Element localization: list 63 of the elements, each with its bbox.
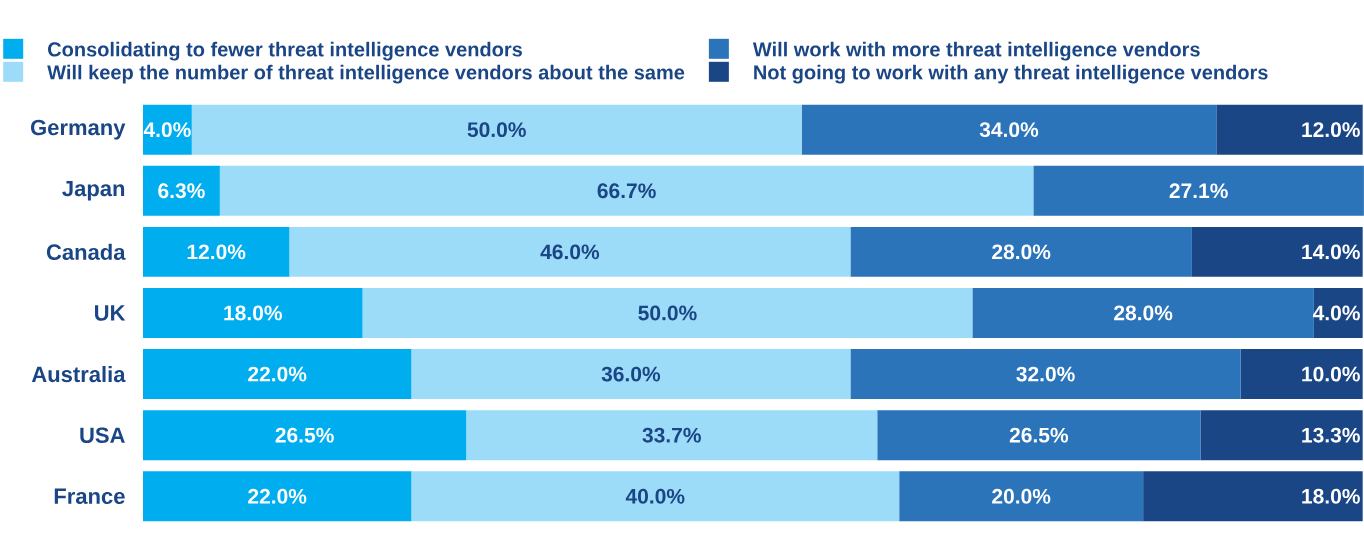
- data-label: 27.1%: [1169, 183, 1228, 199]
- y-tick-label: France: [54, 488, 125, 504]
- bar: [362, 288, 973, 338]
- bar: [143, 288, 363, 338]
- data-label: 66.7%: [597, 183, 656, 199]
- data-label: 33.7%: [642, 427, 701, 443]
- y-tick-label: Canada: [46, 243, 126, 260]
- data-label: 4.0%: [1312, 305, 1360, 321]
- data-label: 13.3%: [1302, 427, 1360, 443]
- y-tick-label: UK: [95, 305, 126, 321]
- bar: [801, 104, 1217, 155]
- bar: [1191, 226, 1363, 277]
- y-tick-label: Japan: [62, 180, 125, 201]
- bar: [143, 410, 467, 461]
- data-label: 36.0%: [601, 366, 661, 382]
- bar: [143, 226, 290, 277]
- data-label: 18.0%: [1302, 488, 1360, 504]
- data-label: 32.0%: [1016, 366, 1075, 382]
- data-label: 26.5%: [275, 427, 334, 443]
- bar: [1033, 165, 1364, 216]
- bar: [1143, 471, 1363, 522]
- legend-label: Consolidating to fewer threat intelligence vendors: [48, 41, 522, 61]
- data-label: 22.0%: [248, 488, 307, 504]
- data-label: 18.0%: [224, 305, 282, 321]
- data-label: 26.5%: [1009, 427, 1069, 443]
- bar: [850, 349, 1241, 400]
- bar: [143, 349, 412, 400]
- bar: [850, 226, 1192, 277]
- legend-label: Will keep the number of threat intelligence vendors about the same: [47, 64, 685, 84]
- y-tick-label: Germany: [31, 119, 126, 140]
- data-label: 14.0%: [1302, 244, 1360, 260]
- data-label: 28.0%: [1114, 305, 1173, 321]
- data-label: 50.0%: [467, 122, 526, 138]
- data-label: 20.0%: [992, 488, 1051, 504]
- data-label: 46.0%: [540, 244, 600, 260]
- bar: [289, 226, 851, 277]
- bar: [1240, 349, 1363, 400]
- data-label: 34.0%: [979, 122, 1039, 138]
- bar: [877, 410, 1201, 461]
- bar: [1200, 410, 1363, 461]
- legend-label: Will work with more threat intelligence vendors: [752, 41, 1200, 61]
- bar: [466, 410, 878, 461]
- data-label: 12.0%: [1302, 122, 1360, 138]
- bar: [191, 104, 802, 155]
- data-label: 28.0%: [992, 244, 1051, 260]
- data-label: 40.0%: [625, 488, 685, 504]
- bar: [899, 471, 1144, 522]
- legend-label: Not going to work with any threat intelligence vendors: [754, 64, 1268, 84]
- data-label: 10.0%: [1302, 366, 1360, 382]
- bar: [411, 349, 851, 400]
- bar: [143, 471, 412, 522]
- bar: [143, 165, 220, 216]
- data-label: 22.0%: [248, 366, 307, 382]
- bar: [1216, 104, 1363, 155]
- data-label: 6.3%: [158, 183, 205, 199]
- data-label: 12.0%: [187, 244, 246, 260]
- y-tick-label: Australia: [31, 366, 126, 383]
- bar: [972, 288, 1314, 338]
- data-label: 4.0%: [143, 122, 191, 138]
- bar: [219, 165, 1034, 216]
- data-label: 50.0%: [638, 305, 697, 321]
- y-tick-label: USA: [80, 427, 125, 443]
- bar: [411, 471, 900, 522]
